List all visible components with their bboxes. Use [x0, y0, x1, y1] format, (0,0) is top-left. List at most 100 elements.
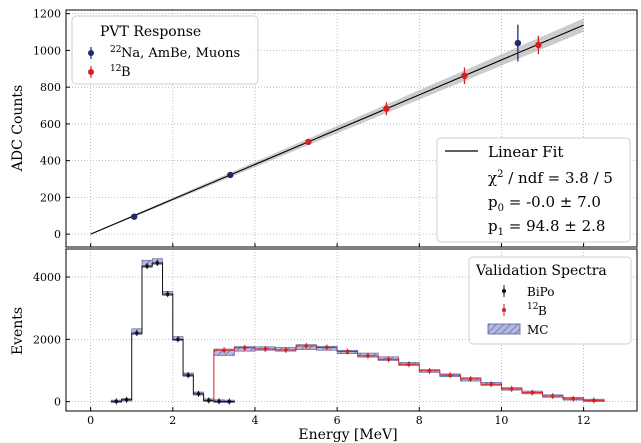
tick-label-x: 0 [87, 414, 94, 427]
hist-point [124, 397, 129, 402]
tick-label-y: 400 [40, 155, 61, 168]
legend-entry-mc: MC [487, 323, 548, 337]
hist-point [227, 399, 232, 404]
validation-legend: Validation Spectra BiPo 12 B MC [468, 256, 632, 345]
fit-uncertainty-band [90, 18, 584, 235]
hist-point [155, 261, 160, 265]
tick-label-y: 0 [54, 396, 61, 409]
hist-point [325, 345, 329, 350]
p0-base: p [488, 193, 498, 211]
legend-title: Validation Spectra [475, 263, 607, 279]
histograms [110, 258, 605, 405]
legend-sup: 12 [527, 302, 538, 312]
legend-label: B [121, 65, 131, 80]
hist-point [263, 347, 268, 351]
hist-point [145, 264, 149, 268]
hist-point [186, 373, 191, 377]
bottom-plot-frame [65, 248, 638, 412]
tick-label-y: 600 [40, 118, 61, 131]
x-axis-label: Energy [MeV] [298, 427, 397, 443]
legend-label: BiPo [527, 285, 554, 299]
p1-base: p [488, 217, 498, 235]
chi2-sup: 2 [497, 169, 503, 180]
hist-point [592, 398, 596, 403]
top-plot-frame [65, 9, 638, 248]
tick-label-y: 200 [40, 191, 61, 204]
hist-point [550, 394, 555, 398]
hist-point [165, 292, 170, 296]
data-point [305, 138, 312, 146]
p1-sub: 1 [498, 227, 504, 238]
legend-sup: 22 [110, 45, 121, 55]
legend-marker [88, 50, 94, 56]
data-point [514, 39, 522, 47]
tick-label-x: 10 [494, 414, 508, 427]
legend-label: MC [527, 323, 548, 337]
legend-marker [502, 308, 506, 312]
legend-frame [468, 256, 632, 345]
hist-point [571, 397, 576, 401]
tick-label-x: 4 [251, 414, 258, 427]
tick-label-y: 1000 [33, 44, 61, 57]
tick-label-y: 800 [40, 81, 61, 94]
fit-legend: Linear Fit χ2 / ndf = 3.8 / 5 p0 = -0.0 … [436, 137, 631, 243]
hist-point [242, 345, 247, 350]
hist-point [222, 348, 226, 353]
p0-rest: = -0.0 ± 7.0 [504, 193, 601, 211]
data-points [130, 24, 542, 220]
hist-point [135, 331, 139, 335]
legend-label: B [538, 304, 547, 318]
hist-point [114, 399, 119, 404]
tick-label-y: 1200 [33, 8, 61, 21]
chi2-text: χ2 / ndf = 3.8 / 5 [488, 169, 613, 187]
tick-label-x: 6 [334, 414, 341, 427]
tick-label-y: 2000 [33, 333, 61, 346]
top-panel: 0 200 400 600 800 1000 1200 ADC Counts PVT Res… [10, 8, 638, 248]
p0-text: p0 = -0.0 ± 7.0 [488, 193, 601, 214]
hist-point [386, 357, 391, 362]
hist-point [345, 349, 350, 354]
bottom-panel: 0 2 4 6 8 10 12 0 2000 4000 Events Energy [MeV] V… [10, 248, 638, 443]
fit-band [90, 18, 584, 235]
tick-label-y: 0 [54, 228, 61, 241]
legend-marker [88, 69, 94, 75]
legend-frame [71, 15, 259, 85]
hist-point [468, 377, 473, 381]
legend-entry-bipo: BiPo [502, 285, 554, 299]
tick-label-x: 2 [169, 414, 176, 427]
hist-point [217, 399, 221, 404]
p1-text: p1 = 94.8 ± 2.8 [488, 217, 605, 238]
tick-label-x: 8 [416, 414, 423, 427]
histogram-step [213, 345, 605, 402]
data-point [383, 105, 390, 112]
legend-entry-12b: 12 B [88, 64, 131, 80]
tick-label-x: 12 [577, 414, 591, 427]
p0-sub: 0 [498, 203, 504, 214]
legend-title: PVT Response [100, 24, 201, 40]
bottom-y-axis-label: Events [10, 307, 26, 355]
hist-point [407, 362, 411, 367]
data-point [130, 213, 138, 220]
data-point [461, 72, 468, 79]
legend-entry-12b: 12 B [502, 302, 547, 318]
legend-sup: 12 [110, 64, 121, 74]
hist-point [304, 344, 309, 348]
tick-label-y: 4000 [33, 271, 61, 284]
hist-point [206, 398, 211, 403]
hist-point [176, 337, 180, 342]
histogram-step [110, 262, 235, 402]
fit-legend-label: Linear Fit [488, 143, 563, 161]
bottom-ticks: 0 2 4 6 8 10 12 0 2000 4000 [33, 271, 591, 427]
chi2-base: χ [488, 169, 497, 187]
top-ticks: 0 200 400 600 800 1000 1200 [33, 8, 585, 247]
hist-point [196, 392, 201, 396]
legend-mc-swatch [487, 323, 521, 335]
hist-point [427, 369, 432, 373]
legend-entry-na-ambe-muons: 22 Na, AmBe, Muons [88, 45, 240, 61]
hist-point [530, 390, 535, 395]
chi2-rest: / ndf = 3.8 / 5 [503, 169, 613, 187]
hist-point [283, 348, 288, 352]
legend-marker [502, 289, 506, 293]
data-point [535, 41, 542, 49]
